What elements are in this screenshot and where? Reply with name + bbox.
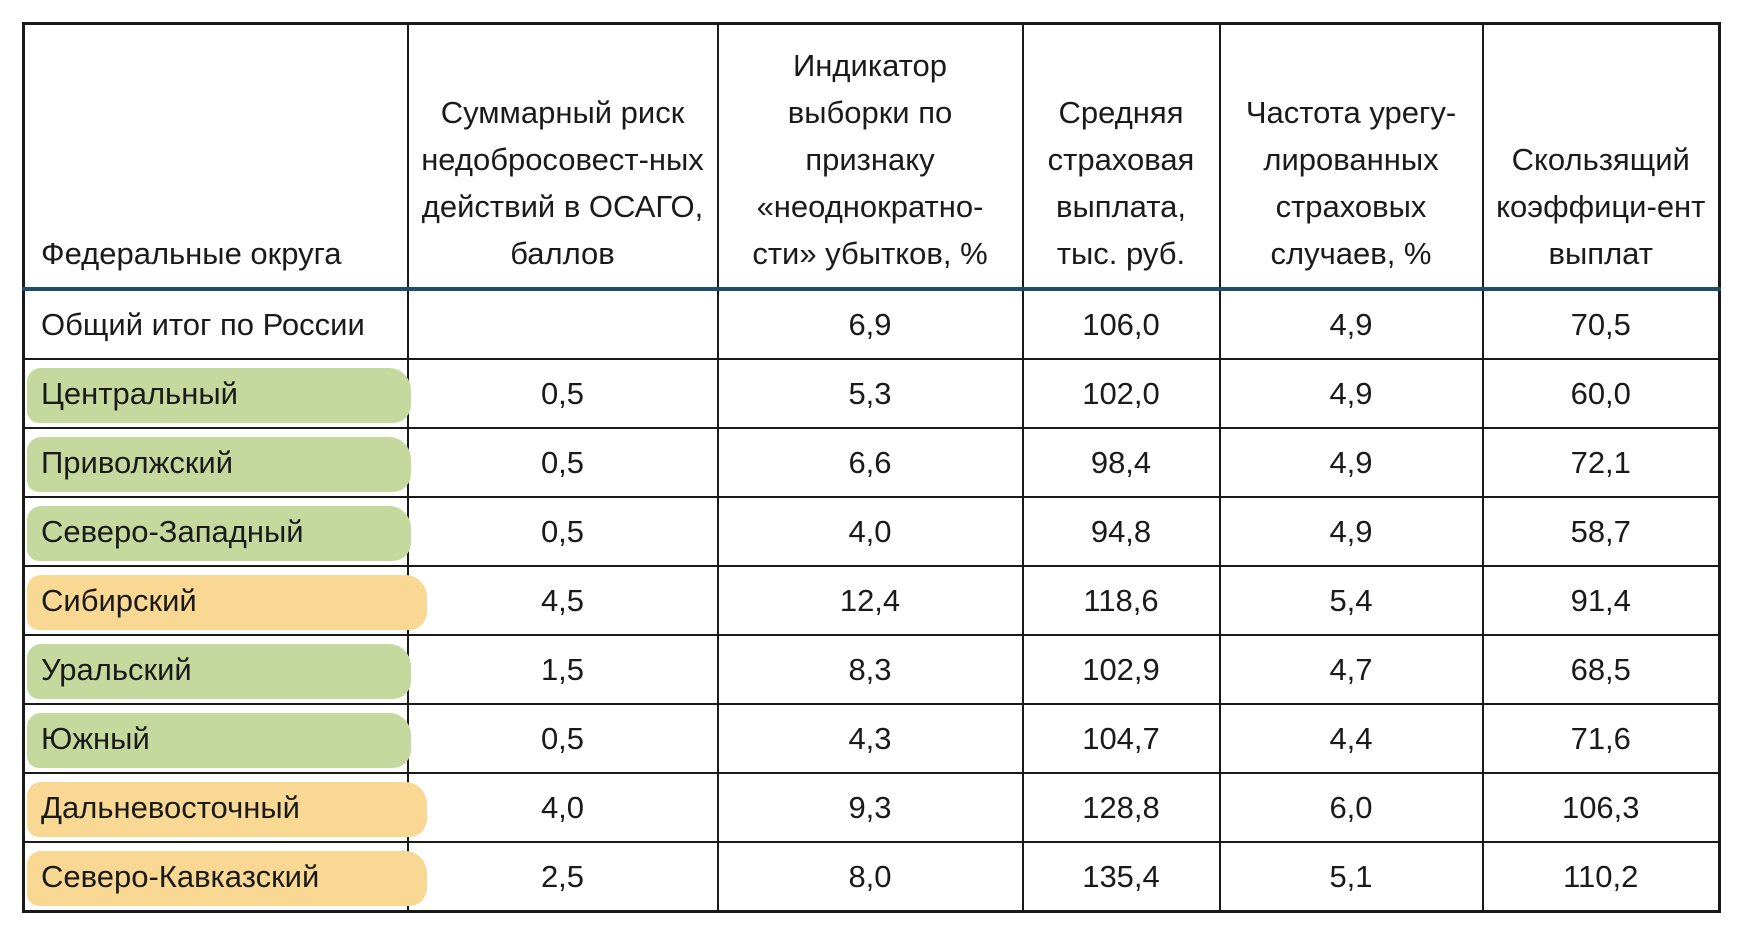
header-row: Федеральные округа Суммарный риск недобр… — [22, 22, 1721, 291]
district-name: Дальневосточный — [41, 789, 300, 825]
yellow-highlight-marker — [27, 575, 427, 630]
federal-districts-table: Федеральные округа Суммарный риск недобр… — [22, 22, 1721, 913]
value-cell: 4,0 — [406, 772, 719, 843]
value-cell: 9,3 — [716, 772, 1024, 843]
value-cell: 8,3 — [716, 634, 1024, 705]
value-cell: 4,4 — [1218, 703, 1484, 774]
value-cell: 0,5 — [406, 496, 719, 567]
table-row: Северо-Западный 0,5 4,0 94,8 4,9 58,7 — [22, 496, 1721, 567]
green-highlight-marker — [27, 437, 411, 492]
value-cell: 6,0 — [1218, 772, 1484, 843]
district-name-cell: Центральный — [22, 358, 411, 429]
value-cell: 58,7 — [1481, 496, 1721, 567]
header-settled-frequency: Частота урегу-лированных страховых случа… — [1218, 22, 1484, 291]
value-cell: 6,9 — [716, 288, 1024, 360]
value-cell: 4,7 — [1218, 634, 1484, 705]
district-name: Общий итог по России — [41, 306, 365, 342]
header-repeat-indicator: Индикатор выборки по признаку «неоднокра… — [716, 22, 1024, 291]
value-cell: 2,5 — [406, 841, 719, 913]
district-name-cell: Южный — [22, 703, 411, 774]
table-row: Южный 0,5 4,3 104,7 4,4 71,6 — [22, 703, 1721, 774]
value-cell: 106,3 — [1481, 772, 1721, 843]
green-highlight-marker — [27, 713, 411, 768]
table-row: Центральный 0,5 5,3 102,0 4,9 60,0 — [22, 358, 1721, 429]
value-cell: 102,9 — [1021, 634, 1221, 705]
district-name: Сибирский — [41, 582, 197, 618]
district-name-cell: Уральский — [22, 634, 411, 705]
value-cell: 4,5 — [406, 565, 719, 636]
table-row: Северо-Кавказский 2,5 8,0 135,4 5,1 110,2 — [22, 841, 1721, 913]
value-cell: 5,4 — [1218, 565, 1484, 636]
value-cell: 94,8 — [1021, 496, 1221, 567]
table-row: Дальневосточный 4,0 9,3 128,8 6,0 106,3 — [22, 772, 1721, 843]
value-cell: 4,9 — [1218, 358, 1484, 429]
header-fraud-risk: Суммарный риск недобросовест-ных действи… — [406, 22, 719, 291]
table-row: Уральский 1,5 8,3 102,9 4,7 68,5 — [22, 634, 1721, 705]
value-cell: 98,4 — [1021, 427, 1221, 498]
value-cell: 128,8 — [1021, 772, 1221, 843]
value-cell: 4,9 — [1218, 288, 1484, 360]
value-cell: 0,5 — [406, 427, 719, 498]
value-cell: 4,9 — [1218, 496, 1484, 567]
value-cell: 71,6 — [1481, 703, 1721, 774]
value-cell: 4,0 — [716, 496, 1024, 567]
district-name-cell: Приволжский — [22, 427, 411, 498]
value-cell: 60,0 — [1481, 358, 1721, 429]
value-cell: 68,5 — [1481, 634, 1721, 705]
value-cell: 70,5 — [1481, 288, 1721, 360]
value-cell: 0,5 — [406, 358, 719, 429]
header-payout-ratio: Скользящий коэффици-ент выплат — [1481, 22, 1721, 291]
value-cell: 104,7 — [1021, 703, 1221, 774]
district-name: Приволжский — [41, 444, 234, 480]
district-name-cell: Дальневосточный — [22, 772, 427, 843]
district-name: Северо-Кавказский — [41, 858, 320, 894]
district-name-cell: Северо-Кавказский — [22, 841, 427, 913]
district-name: Южный — [41, 720, 150, 756]
value-cell: 4,3 — [716, 703, 1024, 774]
green-highlight-marker — [27, 368, 411, 423]
value-cell: 1,5 — [406, 634, 719, 705]
district-name: Северо-Западный — [41, 513, 304, 549]
district-name: Уральский — [41, 651, 192, 687]
green-highlight-marker — [27, 644, 411, 699]
district-name-cell: Общий итог по России — [22, 288, 409, 360]
value-cell: 5,1 — [1218, 841, 1484, 913]
district-name: Центральный — [41, 375, 238, 411]
header-avg-payout: Средняя страховая выплата, тыс. руб. — [1021, 22, 1221, 291]
value-cell: 8,0 — [716, 841, 1024, 913]
value-cell: 72,1 — [1481, 427, 1721, 498]
value-cell: 135,4 — [1021, 841, 1221, 913]
value-cell — [406, 288, 719, 360]
value-cell: 6,6 — [716, 427, 1024, 498]
table-row: Приволжский 0,5 6,6 98,4 4,9 72,1 — [22, 427, 1721, 498]
value-cell: 118,6 — [1021, 565, 1221, 636]
table-row: Сибирский 4,5 12,4 118,6 5,4 91,4 — [22, 565, 1721, 636]
district-name-cell: Сибирский — [22, 565, 427, 636]
yellow-highlight-marker — [27, 851, 427, 906]
value-cell: 102,0 — [1021, 358, 1221, 429]
value-cell: 106,0 — [1021, 288, 1221, 360]
value-cell: 110,2 — [1481, 841, 1721, 913]
district-name-cell: Северо-Западный — [22, 496, 411, 567]
value-cell: 0,5 — [406, 703, 719, 774]
green-highlight-marker — [27, 506, 411, 561]
header-district: Федеральные округа — [22, 22, 409, 291]
value-cell: 4,9 — [1218, 427, 1484, 498]
table-row: Общий итог по России 6,9 106,0 4,9 70,5 — [22, 288, 1721, 360]
value-cell: 91,4 — [1481, 565, 1721, 636]
value-cell: 12,4 — [716, 565, 1024, 636]
yellow-highlight-marker — [27, 782, 427, 837]
value-cell: 5,3 — [716, 358, 1024, 429]
